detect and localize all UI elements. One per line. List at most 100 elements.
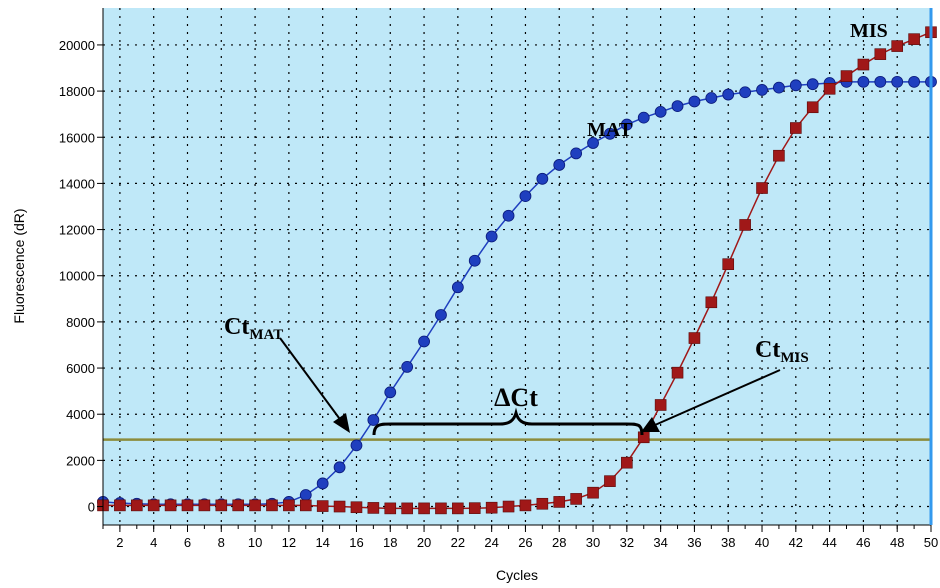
delta-ct-brace xyxy=(372,407,644,436)
x-tick-label: 38 xyxy=(721,535,735,550)
y-tick-label: 12000 xyxy=(59,223,95,238)
data-point-mat xyxy=(806,78,819,91)
data-point-mat xyxy=(333,461,346,474)
x-tick-label: 36 xyxy=(687,535,701,550)
x-tick-label: 4 xyxy=(150,535,157,550)
data-point-mat xyxy=(587,137,599,149)
data-point-mis xyxy=(519,499,532,512)
x-tick-label: 26 xyxy=(518,535,532,550)
x-tick-label: 16 xyxy=(349,535,363,550)
y-tick-label: 0 xyxy=(88,500,95,515)
x-tick-label: 50 xyxy=(924,535,938,550)
data-point-mat xyxy=(536,172,549,185)
data-point-mat xyxy=(891,75,904,88)
data-point-mis xyxy=(468,502,481,514)
ct-mat-arrow xyxy=(279,337,350,433)
data-point-mis xyxy=(823,82,836,95)
data-point-mat xyxy=(637,111,650,124)
data-point-mis xyxy=(147,499,160,512)
data-point-mis xyxy=(401,502,413,515)
data-point-mat xyxy=(485,230,498,243)
data-point-mat xyxy=(688,95,701,108)
data-point-mat xyxy=(502,209,515,222)
x-tick-label: 44 xyxy=(822,535,836,550)
y-tick-label: 6000 xyxy=(66,361,95,376)
data-point-mis xyxy=(587,486,599,499)
y-tick-label: 10000 xyxy=(59,269,95,284)
data-point-mis xyxy=(249,499,261,512)
data-point-mat xyxy=(789,79,802,92)
data-point-mis xyxy=(908,33,920,45)
data-point-mat xyxy=(350,439,363,452)
data-point-mis xyxy=(840,70,853,82)
x-tick-label: 40 xyxy=(755,535,769,550)
data-point-mat xyxy=(908,75,921,88)
data-point-mat xyxy=(722,88,735,101)
data-point-mis xyxy=(130,499,143,512)
x-tick-label: 30 xyxy=(586,535,600,550)
data-point-mis xyxy=(756,182,768,194)
data-point-mis xyxy=(485,501,498,514)
delta-ct-label: ΔCt xyxy=(494,383,538,412)
data-point-mis xyxy=(553,496,566,508)
data-point-mis xyxy=(722,258,735,270)
x-tick-label: 28 xyxy=(552,535,566,550)
data-point-mat xyxy=(451,281,464,294)
data-point-mis xyxy=(891,40,904,52)
ct-mat-label: CtMAT xyxy=(224,314,283,343)
plot-area xyxy=(103,8,931,525)
y-tick-label: 2000 xyxy=(66,453,95,468)
data-point-mat xyxy=(620,118,633,131)
mis-series-label: MIS xyxy=(850,20,888,42)
ct-mis-main: Ct xyxy=(755,337,780,363)
x-tick-label: 22 xyxy=(451,535,465,550)
data-point-mis xyxy=(705,296,718,309)
data-point-mis xyxy=(266,499,278,512)
x-axis-title: Cycles xyxy=(496,567,538,583)
ct-mis-subscript: MIS xyxy=(780,350,808,366)
data-point-mis xyxy=(654,399,667,411)
x-tick-label: 12 xyxy=(282,535,296,550)
x-tick-label: 48 xyxy=(890,535,904,550)
data-point-mis xyxy=(215,499,228,512)
data-point-mis xyxy=(773,149,785,162)
y-axis-title: Fluorescence (dR) xyxy=(11,208,27,323)
data-point-mat xyxy=(401,360,414,373)
data-point-mis xyxy=(435,502,447,515)
data-point-mat xyxy=(553,159,566,171)
x-tick-label: 2 xyxy=(116,535,123,550)
data-point-mat xyxy=(316,477,329,490)
data-point-mis xyxy=(739,219,751,231)
y-tick-label: 20000 xyxy=(59,38,95,53)
x-tick-label: 32 xyxy=(620,535,634,550)
data-point-mat xyxy=(367,414,380,426)
data-point-mat xyxy=(705,92,718,104)
data-point-mis xyxy=(452,502,464,515)
data-point-mat xyxy=(874,75,887,88)
data-point-mis xyxy=(283,499,295,512)
x-tick-label: 6 xyxy=(184,535,191,550)
x-tick-label: 8 xyxy=(218,535,225,550)
x-tick-label: 10 xyxy=(248,535,262,550)
data-point-mis xyxy=(299,499,312,512)
x-tick-label: 34 xyxy=(653,535,667,550)
data-point-mis xyxy=(570,493,582,505)
data-point-mis xyxy=(418,502,430,515)
ct-mat-main: Ct xyxy=(224,314,249,340)
data-point-mat xyxy=(384,386,397,399)
ct-mis-label: CtMIS xyxy=(755,337,809,366)
data-point-mat xyxy=(435,309,447,321)
y-axis-ticks: 0 2000 4000 6000 8000 10000 12000 14000 16000 180… xyxy=(59,38,103,515)
y-tick-label: 18000 xyxy=(59,84,95,99)
x-tick-label: 14 xyxy=(315,535,329,550)
data-point-mat xyxy=(756,84,768,96)
data-point-mis xyxy=(806,101,819,114)
y-tick-label: 14000 xyxy=(59,176,95,191)
data-point-mis xyxy=(637,431,650,444)
data-point-mat xyxy=(519,190,532,203)
data-point-mat xyxy=(299,489,312,501)
data-point-mis xyxy=(198,499,211,512)
data-point-mis xyxy=(350,501,363,514)
y-tick-label: 16000 xyxy=(59,130,95,145)
